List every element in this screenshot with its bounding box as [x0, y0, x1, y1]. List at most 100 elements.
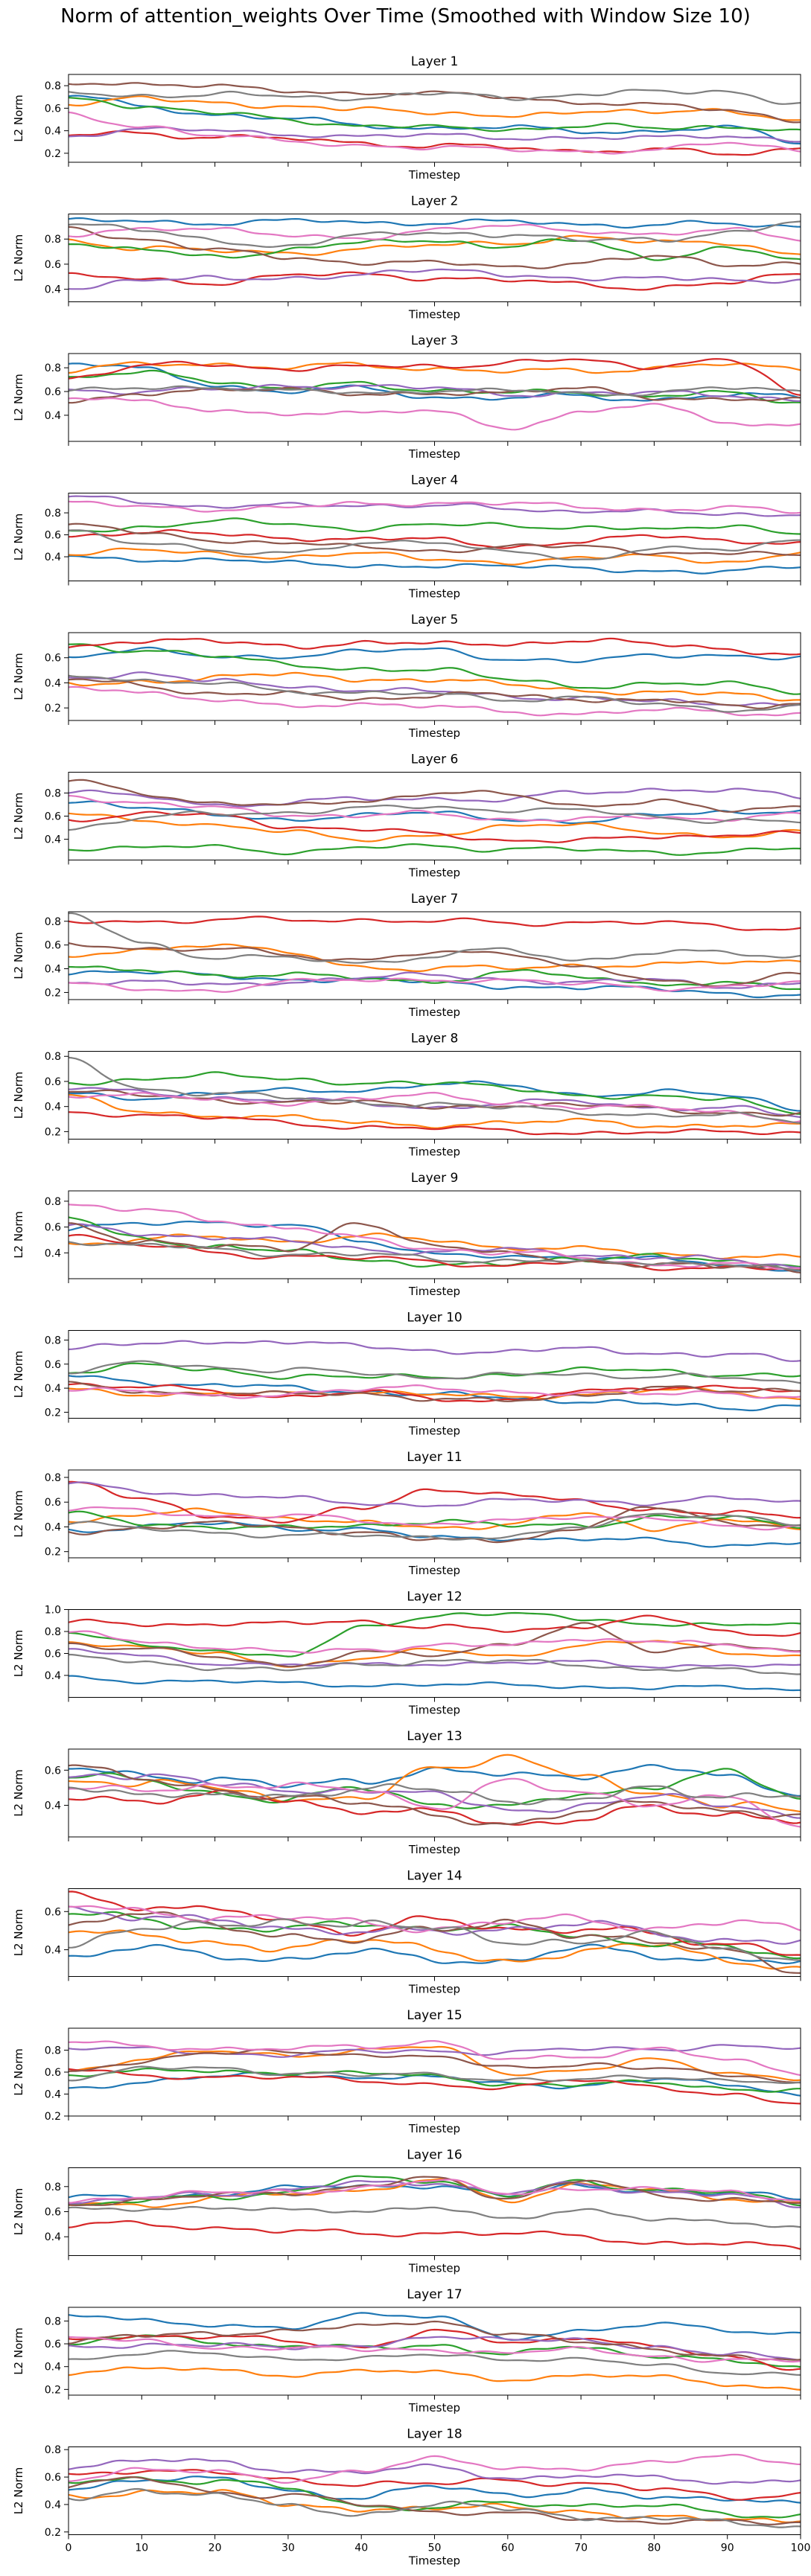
y-tick-label: 0.6 — [45, 1765, 61, 1777]
series-line-3 — [69, 2476, 801, 2519]
x-tick-label: 70 — [574, 2543, 588, 2554]
y-ticks: 0.2 0.4 0.6 0.8 — [45, 916, 69, 999]
series-line-8 — [69, 1653, 801, 1675]
y-tick-label: 0.6 — [45, 940, 61, 952]
x-tick-label: 60 — [501, 2543, 515, 2554]
subplot-title: Layer 15 — [407, 2008, 462, 2023]
series-line-4 — [69, 358, 801, 396]
series-line-7 — [69, 2336, 801, 2363]
series-line-5 — [69, 2180, 801, 2208]
y-ticks: 0.2 0.4 0.6 — [45, 653, 69, 715]
series-line-2 — [69, 361, 801, 374]
series-line-2 — [69, 671, 801, 702]
series-line-1 — [69, 2476, 801, 2504]
subplot-title: Layer 7 — [411, 892, 459, 907]
series-lines — [69, 1891, 801, 1974]
series-line-5 — [69, 126, 801, 143]
series-line-5 — [69, 1773, 801, 1819]
y-tick-label: 0.8 — [45, 2315, 61, 2327]
x-axis-label: Timestep — [408, 1145, 460, 1159]
subplot-title: Layer 17 — [407, 2287, 462, 2302]
series-line-2 — [69, 2489, 801, 2523]
x-axis-label: Timestep — [408, 2401, 460, 2414]
series-line-7 — [69, 1384, 801, 1399]
series-lines — [69, 2175, 801, 2250]
series-line-6 — [69, 942, 801, 988]
y-tick-label: 0.4 — [45, 2231, 61, 2243]
series-line-8 — [69, 385, 801, 397]
y-axis-label: L2 Norm — [12, 1072, 25, 1119]
y-tick-label: 0.8 — [45, 2045, 61, 2057]
subplot-layer-3: Layer 3 0.4 0.6 0.8 L2 Norm Timestep — [12, 333, 801, 461]
x-ticks — [68, 1558, 801, 1562]
series-lines — [69, 217, 801, 291]
x-ticks — [68, 441, 801, 446]
series-line-6 — [69, 1764, 801, 1826]
y-axis-label: L2 Norm — [12, 1630, 25, 1678]
y-tick-label: 0.4 — [45, 1247, 61, 1259]
series-lines — [69, 358, 801, 431]
x-axis-label: Timestep — [408, 726, 460, 740]
series-line-7 — [69, 1506, 801, 1531]
x-tick-label: 10 — [135, 2543, 148, 2554]
x-tick-label: 90 — [721, 2543, 734, 2554]
series-line-1 — [69, 1943, 801, 1965]
y-tick-label: 0.6 — [45, 1649, 61, 1661]
x-ticks — [68, 1837, 801, 1841]
y-tick-label: 0.4 — [45, 126, 61, 138]
y-tick-label: 0.6 — [45, 1222, 61, 1234]
series-line-2 — [69, 547, 801, 566]
y-tick-label: 0.2 — [45, 148, 61, 160]
y-tick-label: 1.0 — [45, 1605, 61, 1617]
series-line-7 — [69, 1091, 801, 1124]
y-tick-label: 0.6 — [45, 386, 61, 398]
y-tick-label: 0.8 — [45, 1196, 61, 1208]
x-ticks — [68, 720, 801, 725]
series-line-7 — [69, 111, 801, 155]
y-tick-label: 0.4 — [45, 1800, 61, 1812]
series-line-2 — [69, 1640, 801, 1668]
series-line-3 — [69, 843, 801, 856]
x-ticks — [68, 1139, 801, 1144]
series-line-3 — [69, 2334, 801, 2368]
series-line-4 — [69, 2469, 801, 2501]
x-ticks — [68, 1000, 801, 1004]
subplot-title: Layer 3 — [411, 333, 459, 348]
subplot-layer-2: Layer 2 0.4 0.6 0.8 L2 Norm Timestep — [12, 194, 801, 322]
x-axis-label: Timestep — [408, 2554, 460, 2568]
y-tick-label: 0.4 — [45, 1945, 61, 1957]
subplot-title: Layer 13 — [407, 1729, 462, 1744]
series-line-4 — [69, 1789, 801, 1826]
series-line-6 — [69, 2320, 801, 2361]
x-ticks — [68, 2395, 801, 2400]
series-line-3 — [69, 1768, 801, 1809]
series-line-5 — [69, 1481, 801, 1507]
x-axis-label: Timestep — [408, 308, 460, 322]
y-axis-label: L2 Norm — [12, 374, 25, 421]
y-tick-label: 0.8 — [45, 2182, 61, 2193]
subplot-layer-14: Layer 14 0.4 0.6 L2 Norm Timestep — [12, 1869, 801, 1996]
series-line-4 — [69, 1111, 801, 1136]
plot-frame — [68, 1748, 801, 1838]
subplot-title: Layer 4 — [411, 473, 459, 488]
series-line-7 — [69, 2179, 801, 2204]
y-tick-label: 0.4 — [45, 2499, 61, 2511]
y-tick-label: 0.2 — [45, 2527, 61, 2539]
series-line-6 — [69, 678, 801, 709]
y-tick-label: 0.6 — [45, 2472, 61, 2484]
y-tick-label: 0.6 — [45, 653, 61, 665]
x-axis-label: Timestep — [408, 1983, 460, 1996]
y-ticks: 0.4 0.6 0.8 — [45, 1196, 69, 1259]
y-axis-label: L2 Norm — [12, 653, 25, 700]
series-line-6 — [69, 82, 801, 124]
series-line-7 — [69, 500, 801, 514]
series-line-4 — [69, 2219, 801, 2250]
y-axis-label: L2 Norm — [12, 514, 25, 561]
y-tick-label: 0.2 — [45, 987, 61, 999]
series-line-8 — [69, 1360, 801, 1384]
series-line-2 — [69, 943, 801, 972]
x-axis-label: Timestep — [408, 587, 460, 601]
series-line-4 — [69, 915, 801, 931]
x-ticks — [68, 2255, 801, 2260]
